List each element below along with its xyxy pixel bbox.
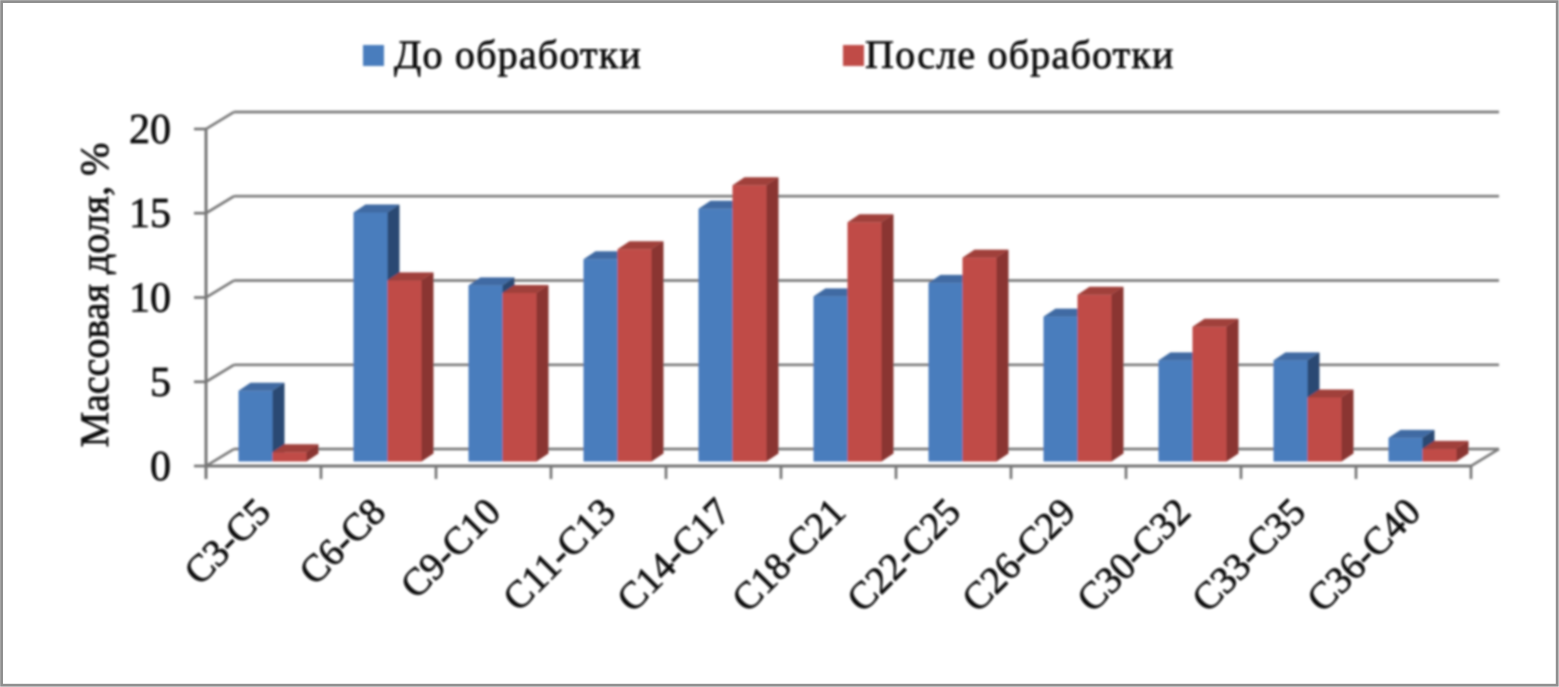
svg-text:15: 15 bbox=[129, 191, 171, 237]
svg-text:10: 10 bbox=[129, 276, 171, 322]
svg-text:До обработки: До обработки bbox=[394, 32, 642, 77]
svg-text:Массовая доля, %: Массовая доля, % bbox=[72, 143, 117, 448]
svg-text:После обработки: После обработки bbox=[865, 32, 1175, 77]
svg-text:20: 20 bbox=[129, 107, 171, 153]
svg-text:5: 5 bbox=[150, 360, 171, 406]
svg-text:0: 0 bbox=[150, 444, 171, 490]
